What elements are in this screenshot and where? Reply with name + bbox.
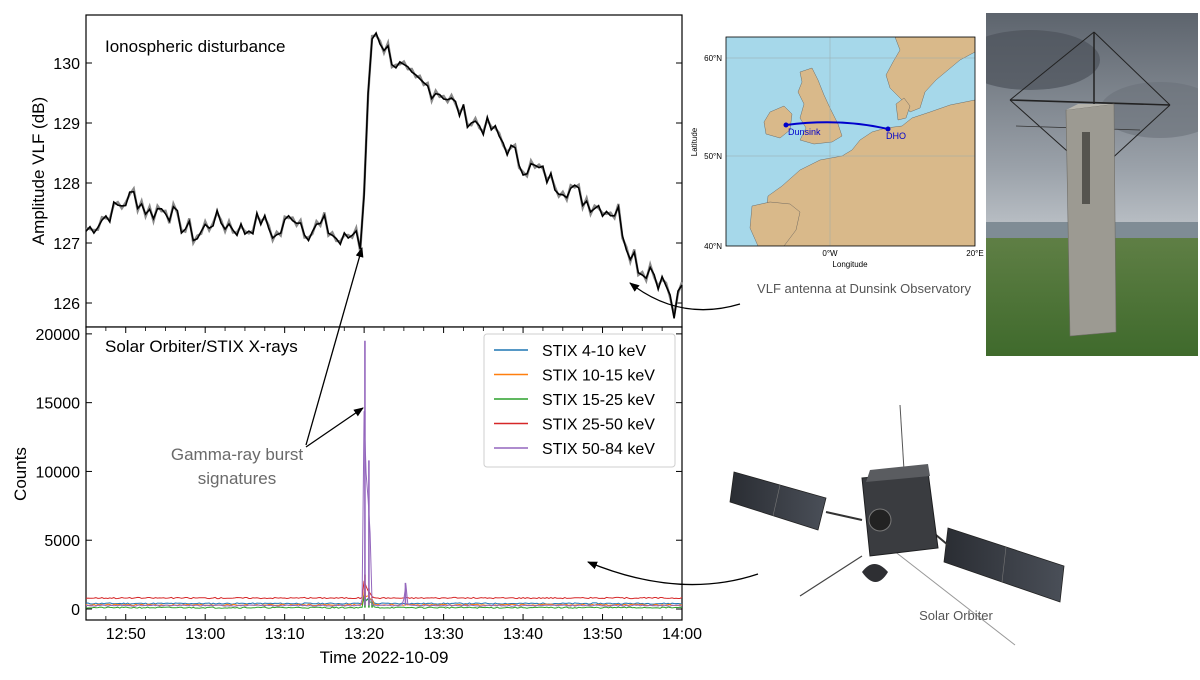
x-tick-label-13:40: 13:40 — [503, 626, 543, 643]
stix-y-axis-label: Counts — [11, 447, 30, 501]
map-y-label: Latitude — [690, 127, 699, 156]
vlf-y-tick-label-129: 129 — [53, 116, 80, 133]
vlf-chart-title: Ionospheric disturbance — [105, 37, 286, 56]
solo-solar-array-left — [730, 472, 826, 530]
vlf-y-tick-label-130: 130 — [53, 56, 80, 73]
stix-y-tick-label-5000: 5000 — [44, 533, 80, 550]
stix-y-tick-label-20000: 20000 — [36, 327, 81, 344]
solo-yoke-left — [826, 512, 862, 520]
map-lon-tick-0: 0°W — [822, 249, 838, 258]
map-lat-tick-40: 40°N — [704, 242, 722, 251]
pillar-slot — [1082, 132, 1090, 204]
antenna-pillar — [1066, 104, 1116, 336]
solo-heat-shield-port — [869, 509, 891, 531]
x-tick-label-13:20: 13:20 — [344, 626, 384, 643]
x-tick-label-12:50: 12:50 — [106, 626, 146, 643]
stix-y-tick-label-15000: 15000 — [36, 396, 81, 413]
stix-xray-chart: 0 5000 10000 15000 20000 12:50 13:00 13:10 13:2… — [11, 327, 702, 667]
stix-y-tick-label-10000: 10000 — [36, 464, 81, 481]
solo-antenna-boom-top — [900, 405, 904, 470]
x-tick-label-13:50: 13:50 — [583, 626, 623, 643]
time-axis-label: Time 2022-10-09 — [320, 648, 449, 667]
vlf-y-tick-label-127: 127 — [53, 236, 80, 253]
gamma-label-line1: Gamma-ray burst — [171, 445, 304, 464]
dho-label: DHO — [886, 131, 906, 141]
vlf-y-axis-label: Amplitude VLF (dB) — [29, 97, 48, 245]
map-x-label: Longitude — [832, 260, 868, 269]
stix-legend: STIX 4-10 keV STIX 10-15 keV STIX 15-25 ke… — [484, 334, 675, 467]
solo-mag-boom — [800, 556, 862, 596]
gamma-label-line2: signatures — [198, 469, 276, 488]
map-lat-tick-50: 50°N — [704, 152, 722, 161]
dunsink-label: Dunsink — [788, 127, 821, 137]
legend-label-3: STIX 25-50 keV — [542, 417, 655, 434]
dunsink-antenna-photo — [960, 13, 1200, 356]
vlf-antenna-caption: VLF antenna at Dunsink Observatory — [757, 281, 971, 296]
map-lat-tick-60: 60°N — [704, 54, 722, 63]
solar-orbiter-caption: Solar Orbiter — [919, 608, 993, 623]
vlf-y-tick-label-128: 128 — [53, 176, 80, 193]
legend-label-0: STIX 4-10 keV — [542, 343, 646, 360]
legend-label-2: STIX 15-25 keV — [542, 392, 655, 409]
legend-label-1: STIX 10-15 keV — [542, 368, 655, 385]
vlf-plot-frame — [86, 15, 682, 327]
map-lon-tick-20: 20°E — [966, 249, 983, 258]
x-tick-label-13:10: 13:10 — [265, 626, 305, 643]
vlf-path-map: Dunsink DHO 60°N 50°N 40°N 0°W 20°E Long… — [690, 37, 984, 269]
legend-label-4: STIX 50-84 keV — [542, 441, 655, 458]
x-tick-label-13:00: 13:00 — [185, 626, 225, 643]
solar-orbiter-illustration — [730, 405, 1064, 645]
x-tick-label-13:30: 13:30 — [424, 626, 464, 643]
x-tick-label-14:00: 14:00 — [662, 626, 702, 643]
stix-y-tick-label-0: 0 — [71, 602, 80, 619]
vlf-y-tick-label-126: 126 — [53, 296, 80, 313]
photo-cloud-1 — [960, 30, 1100, 90]
stix-chart-title: Solar Orbiter/STIX X-rays — [105, 337, 298, 356]
solo-dish — [862, 564, 888, 582]
